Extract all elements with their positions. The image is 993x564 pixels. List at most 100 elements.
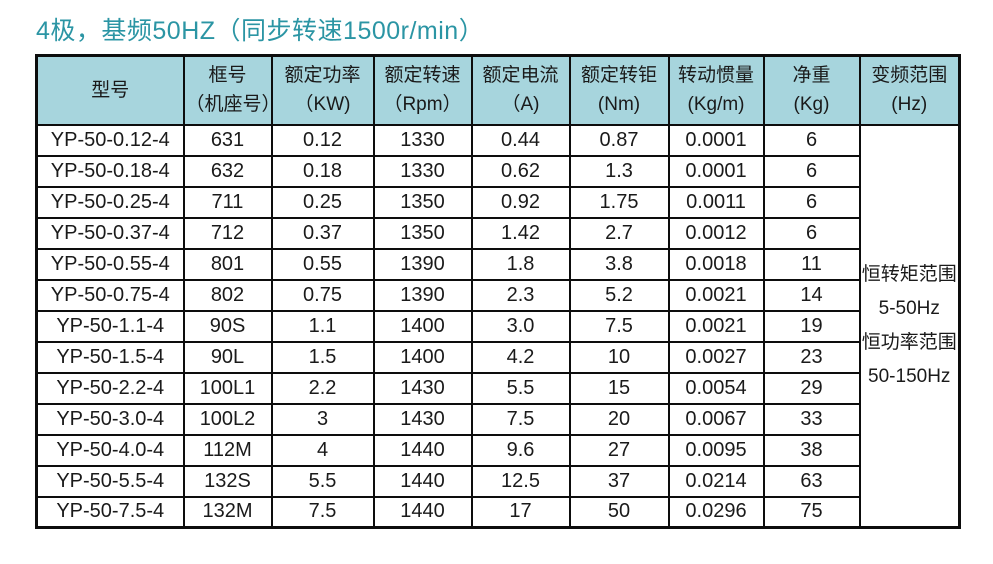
table-cell: 0.44 <box>470 123 571 157</box>
table-cell: 0.0095 <box>667 433 765 467</box>
header-line1: 框号 <box>208 64 247 86</box>
table-row: YP-50-0.25-4 711 0.25 1350 0.92 1.75 0.0011 6 <box>35 185 960 219</box>
table-cell: 0.0011 <box>667 185 765 219</box>
header-line2: （A) <box>501 94 540 116</box>
table-cell: 1440 <box>372 464 473 498</box>
header-line2: (Nm) <box>597 94 641 116</box>
table-cell: 9.6 <box>470 433 571 467</box>
table-cell: 2.3 <box>470 278 571 312</box>
table-row: YP-50-1.1-4 90S 1.1 1400 3.0 7.5 0.0021 19 <box>35 309 960 343</box>
table-cell: 0.55 <box>270 247 375 281</box>
frequency-range-line: 50-150Hz <box>868 365 951 387</box>
header-line1: 变频范围 <box>871 64 948 86</box>
header-cell: 框号 （机座号） <box>182 54 273 126</box>
header-row: 型号 框号 （机座号） 额定功率 （KW) 额定转速 （Rpm） 额定电流 （A) 额定转钜 (Nm… <box>35 54 961 126</box>
table-cell: 1440 <box>372 433 473 467</box>
table-cell: 801 <box>182 247 273 281</box>
header-line1: 额定转速 <box>384 64 461 86</box>
table-cell: 0.37 <box>270 216 375 250</box>
table-cell: 3.8 <box>568 247 670 281</box>
table-cell: 0.62 <box>470 154 571 188</box>
table-cell: 1.75 <box>568 185 670 219</box>
table-cell: 4.2 <box>470 340 571 374</box>
table-cell: 100L1 <box>182 371 273 405</box>
header-line2: (Kg) <box>793 94 830 116</box>
table-cell: 7.5 <box>568 309 670 343</box>
table-cell: 0.0001 <box>667 123 765 157</box>
page-title: 4极，基频50HZ（同步转速1500r/min） <box>36 17 485 45</box>
header-line2: (Hz) <box>891 94 928 116</box>
table-cell: 1.3 <box>568 154 670 188</box>
table-cell: 63 <box>762 464 861 498</box>
table-row: YP-50-0.18-4 632 0.18 1330 0.62 1.3 0.0001 6 <box>35 154 960 188</box>
frequency-range-cell: 恒转矩范围 5-50Hz 恒功率范围 50-150Hz <box>858 123 961 529</box>
table-cell: 1350 <box>372 216 473 250</box>
table-cell: 0.0021 <box>667 278 765 312</box>
table-cell: 4 <box>270 433 375 467</box>
table-cell: YP-50-4.0-4 <box>35 433 185 467</box>
table-cell: YP-50-0.37-4 <box>35 216 185 250</box>
table-cell: 1430 <box>372 402 473 436</box>
table-cell: 5.5 <box>270 464 375 498</box>
table-cell: YP-50-5.5-4 <box>35 464 185 498</box>
table-cell: 0.25 <box>270 185 375 219</box>
table-cell: 1.5 <box>270 340 375 374</box>
table-cell: 0.0001 <box>667 154 765 188</box>
table-cell: 19 <box>762 309 861 343</box>
table-cell: 50 <box>568 495 670 529</box>
table-cell: 0.0021 <box>667 309 765 343</box>
table-cell: 1.42 <box>470 216 571 250</box>
table-cell: 15 <box>568 371 670 405</box>
header-line2: （Rpm） <box>383 94 462 116</box>
header-cell: 额定电流 （A) <box>470 54 571 126</box>
table-cell: YP-50-1.1-4 <box>35 309 185 343</box>
table-cell: 12.5 <box>470 464 571 498</box>
table-cell: 29 <box>762 371 861 405</box>
header-line2: (Kg/m) <box>687 94 745 116</box>
table-row: YP-50-1.5-4 90L 1.5 1400 4.2 10 0.0027 23 <box>35 340 960 374</box>
frequency-range-line: 5-50Hz <box>878 297 940 319</box>
table-cell: 6 <box>762 216 861 250</box>
table-cell: 0.0027 <box>667 340 765 374</box>
table-cell: 37 <box>568 464 670 498</box>
table-cell: 17 <box>470 495 571 529</box>
table-row: YP-50-7.5-4 132M 7.5 1440 17 50 0.0296 75 <box>35 495 960 529</box>
table-cell: 3.0 <box>470 309 571 343</box>
table-cell: 75 <box>762 495 861 529</box>
header-line1: 型号 <box>91 79 130 101</box>
table-cell: YP-50-1.5-4 <box>35 340 185 374</box>
table-cell: YP-50-0.25-4 <box>35 185 185 219</box>
table-cell: 0.0214 <box>667 464 765 498</box>
table-cell: 90S <box>182 309 273 343</box>
table-cell: 1430 <box>372 371 473 405</box>
table-cell: 33 <box>762 402 861 436</box>
header-line1: 额定功率 <box>284 64 361 86</box>
table-cell: 1330 <box>372 123 473 157</box>
header-cell: 净重 (Kg) <box>762 54 861 126</box>
header-line1: 额定电流 <box>482 64 559 86</box>
header-line1: 转动惯量 <box>677 64 754 86</box>
table-cell: 712 <box>182 216 273 250</box>
table-cell: 1330 <box>372 154 473 188</box>
table-cell: 2.7 <box>568 216 670 250</box>
table-cell: 6 <box>762 123 861 157</box>
table-cell: 100L2 <box>182 402 273 436</box>
table-cell: 0.75 <box>270 278 375 312</box>
header-line2: （机座号） <box>185 94 272 116</box>
motor-spec-table: 型号 框号 （机座号） 额定功率 （KW) 额定转速 （Rpm） 额定电流 （A) 额定转钜 (Nm… <box>35 54 961 529</box>
table-cell: 1390 <box>372 247 473 281</box>
table-cell: 6 <box>762 154 861 188</box>
header-line1: 净重 <box>792 64 831 86</box>
table-cell: 5.2 <box>568 278 670 312</box>
table-cell: 2.2 <box>270 371 375 405</box>
table-cell: 10 <box>568 340 670 374</box>
table-cell: 1400 <box>372 340 473 374</box>
table-cell: YP-50-7.5-4 <box>35 495 185 529</box>
header-cell: 额定转钜 (Nm) <box>568 54 670 126</box>
table-cell: YP-50-0.12-4 <box>35 123 185 157</box>
table-row: YP-50-0.12-4 631 0.12 1330 0.44 0.87 0.0001 6 恒转… <box>35 123 961 529</box>
frequency-range-line: 恒功率范围 <box>861 331 957 353</box>
table-cell: 5.5 <box>470 371 571 405</box>
header-cell: 额定功率 （KW) <box>270 54 375 126</box>
table-cell: 1440 <box>372 495 473 529</box>
